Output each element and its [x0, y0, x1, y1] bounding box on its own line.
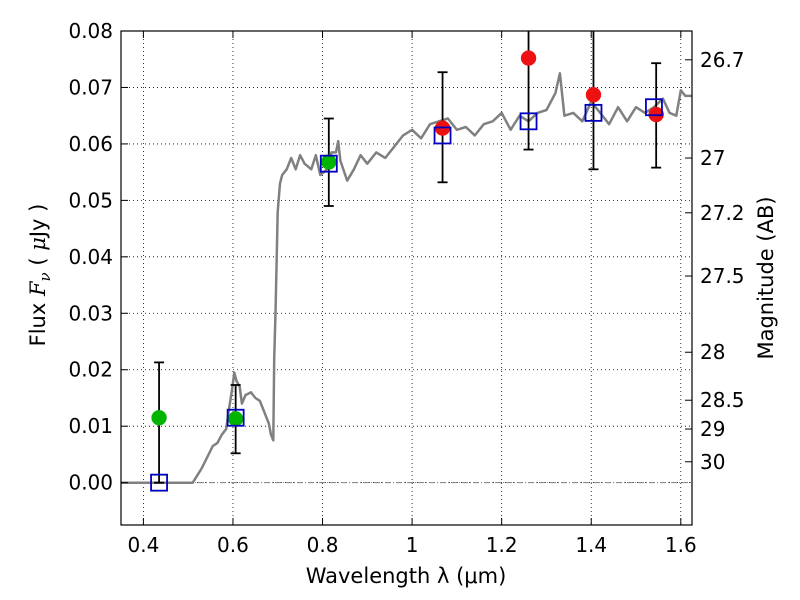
right-axis-label: Magnitude (AB)	[754, 196, 778, 359]
y-tick-label: 0.04	[68, 245, 113, 269]
y-tick-label: 0.01	[68, 414, 113, 438]
y-tick-label: 0.05	[68, 188, 113, 212]
y-tick-label: 0.02	[68, 358, 113, 382]
observed-flux-point	[321, 154, 337, 170]
y-tick-label: 0.08	[68, 19, 113, 43]
model-band-flux-markers	[150, 98, 663, 492]
plot-frame	[120, 30, 693, 526]
observed-flux-point	[151, 409, 167, 426]
y-tick-label: 0.06	[68, 132, 113, 156]
x-tick-label: 1.2	[486, 533, 518, 557]
magnitude-tick-label: 28	[700, 340, 725, 364]
magnitude-tick-label: 27.2	[700, 201, 745, 225]
observed-flux-point	[520, 50, 537, 66]
model-flux-square	[150, 473, 168, 492]
observed-flux-point	[227, 411, 244, 427]
magnitude-tick-label: 29	[700, 417, 725, 441]
y-axis-ticks: 0.00 0.01 0.02 0.03 0.04 0.05 0.06 0.07 0.08	[68, 19, 128, 495]
magnitude-axis-ticks: 26.7 27 27.2 27.5 28 28.5 29 30	[685, 48, 745, 474]
magnitude-tick-label: 27	[700, 146, 725, 170]
model-flux-square	[319, 154, 338, 173]
x-axis-ticks: 0.4 0.6 0.8 1 1.2 1.4 1.6	[127, 31, 697, 557]
observed-flux-point	[585, 87, 602, 103]
y-tick-label: 0.03	[68, 301, 113, 325]
model-flux-square	[226, 408, 245, 427]
plot-area	[121, 31, 692, 492]
magnitude-tick-label: 27.5	[700, 264, 745, 288]
model-spectrum-line	[121, 72, 692, 484]
y-tick-label: 0.07	[68, 75, 113, 99]
x-tick-label: 0.8	[307, 533, 339, 557]
magnitude-tick-label: 28.5	[700, 388, 745, 412]
x-tick-label: 1.6	[665, 533, 697, 557]
model-flux-square	[519, 112, 538, 131]
y-tick-label: 0.00	[68, 471, 113, 495]
x-tick-label: 0.6	[217, 533, 249, 557]
magnitude-tick-label: 26.7	[700, 48, 745, 72]
model-flux-square	[433, 126, 452, 145]
model-flux-square	[645, 98, 663, 117]
model-flux-square	[584, 103, 603, 122]
magnitude-tick-label: 30	[700, 450, 725, 474]
x-axis-label: Wavelength λ (μm)	[306, 564, 507, 588]
x-tick-label: 1.4	[575, 533, 607, 557]
x-tick-label: 1	[406, 533, 419, 557]
y-axis-label: Flux Fν ( μJy )	[26, 204, 54, 347]
x-tick-label: 0.4	[127, 533, 159, 557]
